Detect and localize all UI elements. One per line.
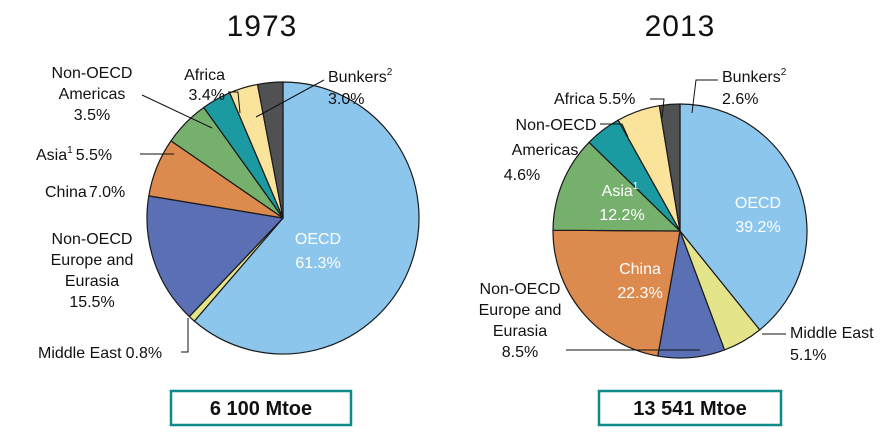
label-middle-east-1973: Middle East 0.8% bbox=[38, 345, 162, 362]
value-non-oecd-americas-1973: 3.5% bbox=[74, 107, 110, 124]
value-bunkers-2013: 2.6% bbox=[722, 91, 758, 108]
slice-value-oecd-2013: 39.2% bbox=[735, 219, 780, 236]
chart-title-1973: 1973 bbox=[227, 10, 298, 43]
label-non-oecd-americas-line1-2013: Non-OECD bbox=[516, 117, 597, 134]
leader-non-oecd-americas-1973 bbox=[141, 94, 213, 129]
pie-chart-1973: 1973 OECD 61.3% Africa 3.4% Bunkers2 3.0… bbox=[36, 10, 420, 427]
leader-africa-1973 bbox=[228, 91, 241, 114]
leader-middle-east-1973 bbox=[181, 318, 189, 353]
label-asia-1973: Asia1 5.5% bbox=[36, 145, 112, 164]
chart-title-2013: 2013 bbox=[645, 10, 716, 43]
africa-value-2013: 5.5% bbox=[599, 91, 635, 108]
asia-value-1973: 5.5% bbox=[76, 147, 112, 164]
slice-label-china-2013: China bbox=[619, 261, 661, 278]
slice-label-asia-2013: Asia1 bbox=[602, 181, 639, 200]
label-non-oecd-europe-line2-2013: Europe and bbox=[479, 302, 562, 319]
bunkers-note-1973: 2 bbox=[387, 67, 393, 78]
middle-east-value-1973: 0.8% bbox=[126, 345, 162, 362]
leader-africa-2013 bbox=[650, 98, 665, 119]
china-value-1973: 7.0% bbox=[89, 184, 125, 201]
pie-slices-2013 bbox=[552, 103, 808, 359]
value-non-oecd-europe-1973: 15.5% bbox=[69, 294, 114, 311]
slice-value-asia-2013: 12.2% bbox=[599, 207, 644, 224]
value-non-oecd-americas-2013: 4.6% bbox=[504, 167, 540, 184]
china-text-1973: China bbox=[45, 184, 87, 201]
asia-note-2013: 1 bbox=[633, 181, 639, 192]
label-non-oecd-europe-line1-2013: Non-OECD bbox=[480, 281, 561, 298]
pie-slices-1973 bbox=[146, 81, 420, 355]
slice-value-oecd-1973: 61.3% bbox=[295, 255, 340, 272]
total-1973: 6 100 Mtoe bbox=[210, 398, 312, 420]
label-africa-1973: Africa bbox=[184, 67, 225, 84]
bunkers-note-2013: 2 bbox=[781, 67, 787, 78]
label-non-oecd-americas-line2-2013: Americas bbox=[512, 142, 579, 159]
label-africa-2013: Africa 5.5% bbox=[554, 91, 635, 108]
label-middle-east-2013: Middle East bbox=[790, 325, 874, 342]
total-box-1973 bbox=[169, 389, 353, 427]
label-non-oecd-europe-line1-1973: Non-OECD bbox=[52, 231, 133, 248]
pie-slice-china-2013 bbox=[552, 229, 681, 357]
label-non-oecd-americas-line2-1973: Americas bbox=[59, 86, 126, 103]
leader-non-oecd-americas-2013 bbox=[600, 123, 629, 138]
pie-slice-bunkers-1973 bbox=[256, 81, 284, 219]
pie-slice-oecd-2013 bbox=[679, 103, 808, 331]
pie-slice-bunkers-2013 bbox=[658, 103, 681, 232]
asia-note-1973: 1 bbox=[67, 145, 73, 156]
label-bunkers-2013: Bunkers2 bbox=[722, 67, 787, 86]
label-non-oecd-europe-line3-2013: Eurasia bbox=[493, 323, 547, 340]
africa-text-2013: Africa bbox=[554, 91, 595, 108]
bunkers-text-2013: Bunkers bbox=[722, 69, 781, 86]
slice-label-oecd-1973: OECD bbox=[295, 231, 341, 248]
pie-chart-2013: 2013 OECD 39.2% China 22.3% Asia1 12.2% … bbox=[479, 10, 874, 427]
label-china-1973: China 7.0% bbox=[45, 184, 125, 201]
label-non-oecd-americas-line1-1973: Non-OECD bbox=[52, 65, 133, 82]
bunkers-text-1973: Bunkers bbox=[328, 69, 387, 86]
label-non-oecd-europe-line2-1973: Europe and bbox=[51, 252, 134, 269]
value-bunkers-1973: 3.0% bbox=[328, 91, 364, 108]
leader-bunkers-1973 bbox=[255, 79, 325, 118]
label-bunkers-1973: Bunkers2 bbox=[328, 67, 393, 86]
asia-text-1973: Asia bbox=[36, 147, 67, 164]
value-middle-east-2013: 5.1% bbox=[790, 347, 826, 364]
pie-slice-oecd-1973 bbox=[193, 81, 420, 355]
slice-label-oecd-2013: OECD bbox=[735, 195, 781, 212]
total-2013: 13 541 Mtoe bbox=[633, 398, 746, 420]
pie-slice-non-oecd-europe-and-eurasia-1973 bbox=[146, 195, 284, 318]
leader-bunkers-2013 bbox=[691, 79, 718, 114]
middle-east-text-1973: Middle East bbox=[38, 345, 122, 362]
value-africa-1973: 3.4% bbox=[189, 87, 225, 104]
asia-text-2013: Asia bbox=[602, 183, 633, 200]
pie-slice-asia-2013 bbox=[552, 141, 681, 232]
label-non-oecd-europe-line3-1973: Eurasia bbox=[65, 273, 119, 290]
slice-value-china-2013: 22.3% bbox=[617, 285, 662, 302]
value-non-oecd-europe-2013: 8.5% bbox=[502, 344, 538, 361]
total-box-2013 bbox=[597, 389, 783, 427]
